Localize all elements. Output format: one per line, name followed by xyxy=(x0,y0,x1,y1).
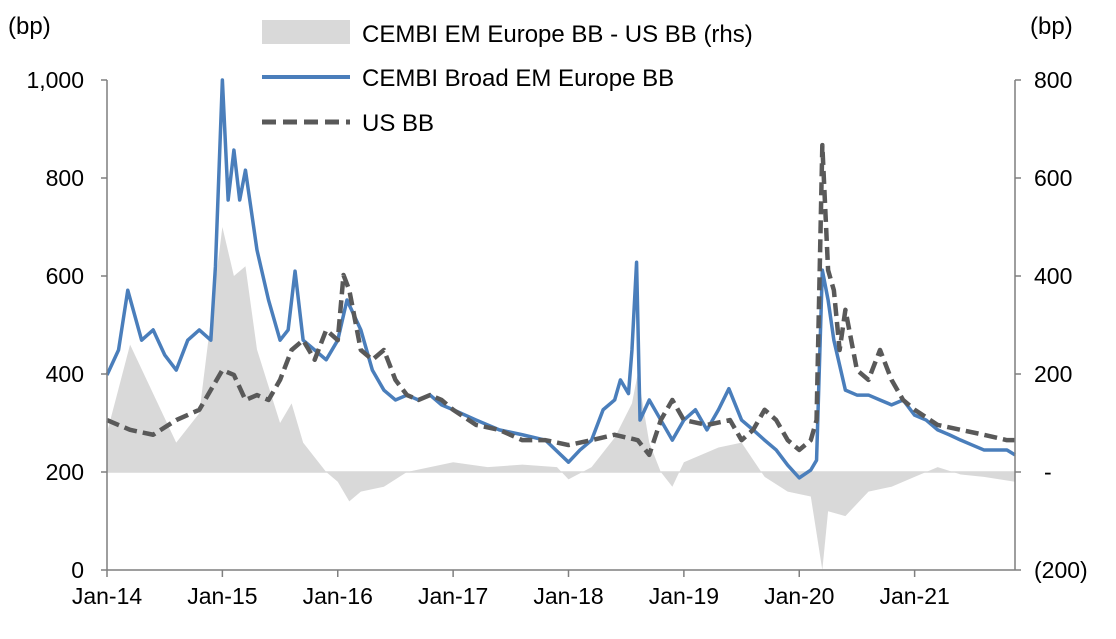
left-tick-label: 0 xyxy=(71,557,84,583)
right-tick-label: 600 xyxy=(1034,165,1072,191)
x-tick-label: Jan-19 xyxy=(649,583,719,609)
right-tick-label: 200 xyxy=(1034,361,1072,387)
left-tick-label: 800 xyxy=(46,165,84,191)
legend-swatch-spread xyxy=(262,20,350,44)
series-em-europe-line xyxy=(105,78,1016,480)
legend-label-spread: CEMBI EM Europe BB - US BB (rhs) xyxy=(362,21,753,48)
right-tick-label: - xyxy=(1044,459,1052,485)
x-tick-label: Jan-20 xyxy=(764,583,834,609)
x-tick-label: Jan-15 xyxy=(187,583,257,609)
left-tick-label: 200 xyxy=(46,459,84,485)
legend-label-em-europe: CEMBI Broad EM Europe BB xyxy=(362,65,674,92)
series-spread-area xyxy=(107,227,1015,570)
right-tick-label: (200) xyxy=(1034,557,1088,583)
x-tick-label: Jan-14 xyxy=(72,583,143,609)
x-tick-label: Jan-21 xyxy=(879,583,949,609)
right-axis-unit: (bp) xyxy=(1030,13,1073,40)
left-axis-unit: (bp) xyxy=(8,13,51,40)
x-tick-label: Jan-17 xyxy=(418,583,488,609)
legend-label-us-bb: US BB xyxy=(362,110,434,137)
tick-layer: 0 200 400 600 800 1,000 (200) - 200 400 600 800 Jan-… xyxy=(26,67,1087,609)
left-tick-label: 1,000 xyxy=(26,67,84,93)
left-tick-label: 600 xyxy=(46,263,84,289)
left-tick-label: 400 xyxy=(46,361,84,387)
line-layer xyxy=(105,78,1016,480)
x-tick-label: Jan-16 xyxy=(303,583,373,609)
right-tick-label: 800 xyxy=(1034,67,1072,93)
legend: CEMBI EM Europe BB - US BB (rhs) CEMBI B… xyxy=(262,20,753,137)
spread-area-layer xyxy=(107,227,1015,570)
series-us-bb-line xyxy=(106,142,1015,458)
x-tick-label: Jan-18 xyxy=(533,583,603,609)
right-tick-label: 400 xyxy=(1034,263,1072,289)
